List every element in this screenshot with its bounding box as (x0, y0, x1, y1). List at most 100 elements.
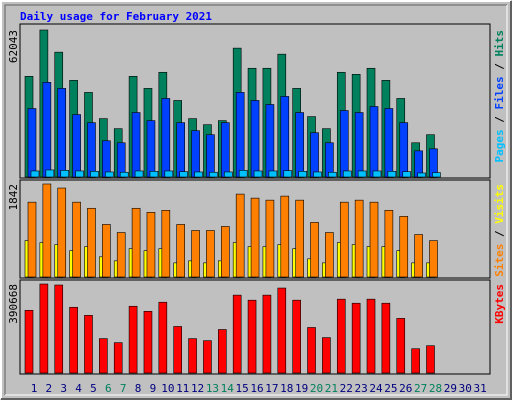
bar (357, 170, 367, 178)
bar (235, 193, 245, 278)
x-tick-label: 19 (295, 382, 308, 395)
bar (417, 172, 426, 178)
x-tick-label: 11 (176, 382, 189, 395)
x-tick-label: 23 (355, 382, 368, 395)
bar (116, 142, 126, 178)
bar (265, 199, 275, 278)
bar (72, 114, 81, 178)
bar (339, 110, 349, 178)
bar (158, 301, 168, 374)
bar (161, 210, 171, 278)
bar (161, 98, 171, 178)
x-tick-label: 5 (90, 382, 97, 395)
legend-entry: Files (493, 76, 506, 109)
bar (221, 122, 230, 178)
x-tick-label: 20 (310, 382, 323, 395)
bar (54, 284, 64, 374)
bar (102, 140, 111, 178)
bar (116, 232, 126, 278)
x-tick-label: 2 (46, 382, 53, 395)
bar (173, 326, 182, 374)
bar (143, 311, 153, 374)
bar (292, 299, 301, 374)
bar (218, 329, 227, 374)
bar (384, 108, 394, 178)
x-tick-label: 28 (429, 382, 442, 395)
bar (194, 171, 203, 178)
bar (322, 337, 331, 374)
bar (39, 283, 49, 374)
bar (84, 315, 93, 374)
bar (381, 302, 391, 374)
bar (247, 299, 257, 374)
x-tick-label: 9 (150, 382, 157, 395)
x-tick-label: 17 (265, 382, 278, 395)
bar (119, 171, 129, 178)
bar (238, 170, 248, 178)
bar (113, 342, 123, 374)
bar (280, 96, 290, 178)
x-tick-label: 6 (105, 382, 112, 395)
bar (354, 112, 364, 178)
legend-entry: Sites (493, 244, 506, 277)
legend: Pages / Files / Hits (493, 30, 506, 163)
y-max-label: 1842 (7, 184, 20, 211)
bar (224, 171, 233, 178)
bar (310, 222, 319, 278)
x-tick-label: 1 (31, 382, 38, 395)
bar (342, 170, 352, 178)
bar (268, 170, 278, 178)
x-tick-label: 10 (161, 382, 174, 395)
bar (339, 201, 349, 278)
legend-separator: / (493, 57, 506, 77)
x-tick-label: 15 (236, 382, 249, 395)
bar (307, 327, 316, 374)
legend-entry: Pages (493, 129, 506, 162)
x-tick-label: 25 (384, 382, 397, 395)
bar (87, 122, 96, 178)
bar (325, 142, 334, 178)
bar (57, 187, 67, 278)
x-tick-label: 18 (280, 382, 293, 395)
bar (179, 171, 188, 178)
bar (203, 340, 212, 374)
bar (369, 106, 379, 178)
bar (235, 92, 245, 178)
legend-entry: Visits (493, 184, 506, 224)
bar (253, 170, 263, 178)
x-tick-label: 3 (60, 382, 67, 395)
x-tick-label: 29 (444, 382, 457, 395)
bar (351, 302, 361, 374)
bar (27, 201, 37, 278)
bar (188, 338, 197, 374)
bar (313, 171, 322, 178)
bar (396, 318, 406, 374)
bar (30, 170, 40, 178)
bar (102, 224, 111, 278)
bar (221, 226, 230, 278)
bar (90, 171, 99, 178)
bar (176, 224, 185, 278)
bar (250, 197, 260, 278)
bar (27, 108, 37, 178)
bar (295, 199, 304, 278)
x-tick-label: 7 (120, 382, 127, 395)
bar (295, 112, 304, 178)
bar (146, 212, 156, 278)
bar (262, 294, 272, 374)
bar (414, 234, 423, 278)
bar (209, 171, 218, 178)
bar (298, 171, 307, 178)
bar (325, 232, 334, 278)
bar (75, 170, 84, 178)
bar (134, 170, 144, 178)
bar (372, 170, 382, 178)
bar (60, 170, 70, 178)
y-max-label: 62043 (7, 30, 20, 63)
bar (131, 207, 141, 278)
bar (426, 345, 435, 374)
x-tick-label: 30 (459, 382, 472, 395)
bar (149, 171, 159, 178)
